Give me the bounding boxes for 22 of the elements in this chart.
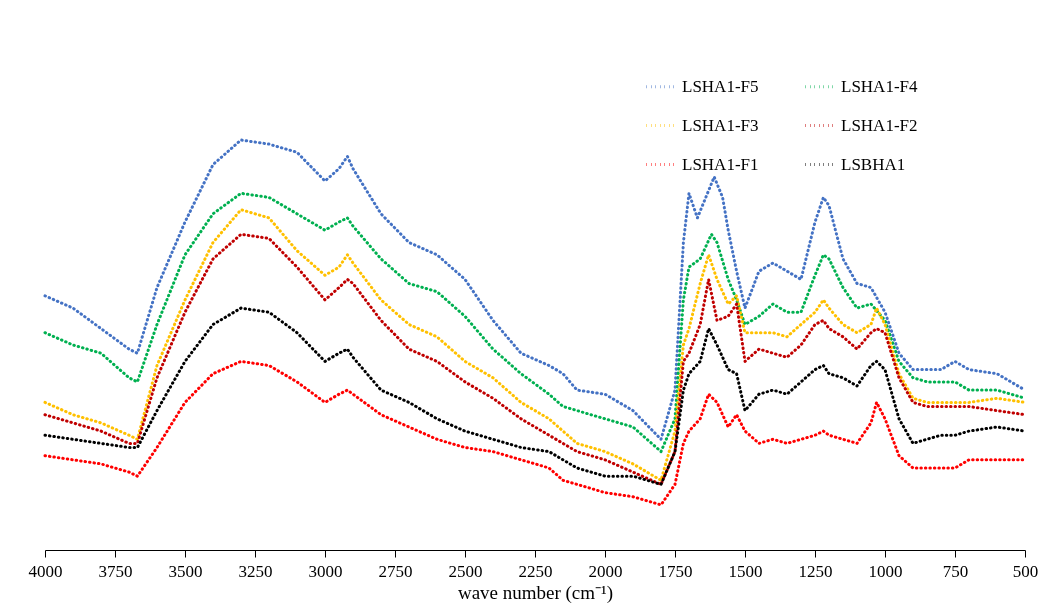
x-tick-label: 1500 — [728, 561, 763, 581]
x-tick-label: 2250 — [518, 561, 553, 581]
x-tick-label: 3750 — [98, 561, 133, 581]
x-tick-label: 2000 — [588, 561, 623, 581]
x-tick-label: 1250 — [798, 561, 833, 581]
x-tick-label: 500 — [1012, 561, 1039, 581]
x-tick-label: 2500 — [448, 561, 483, 581]
legend-label: LSBHA1 — [841, 154, 906, 174]
x-tick-label: 4000 — [28, 561, 63, 581]
legend-label: LSHA1-F2 — [841, 115, 918, 135]
x-tick-label: 1000 — [868, 561, 903, 581]
x-tick-label: 1750 — [658, 561, 693, 581]
legend-label: LSHA1-F4 — [841, 76, 919, 96]
x-tick-label: 3250 — [238, 561, 273, 581]
x-tick-label: 750 — [942, 561, 969, 581]
x-tick-label: 3000 — [308, 561, 343, 581]
x-axis-title: wave number (cm⁻¹) — [457, 581, 614, 604]
legend-label: LSHA1-F1 — [682, 154, 759, 174]
x-tick-label: 2750 — [378, 561, 413, 581]
legend-label: LSHA1-F5 — [682, 76, 759, 96]
legend-label: LSHA1-F3 — [682, 115, 759, 135]
x-tick-label: 3500 — [168, 561, 203, 581]
